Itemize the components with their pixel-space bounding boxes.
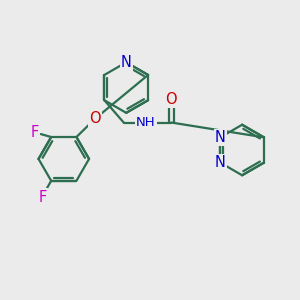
Text: F: F (38, 190, 46, 205)
Text: N: N (215, 155, 226, 170)
Text: O: O (89, 111, 101, 126)
Text: NH: NH (136, 116, 156, 129)
Text: F: F (31, 125, 39, 140)
Text: O: O (165, 92, 177, 107)
Text: N: N (121, 55, 132, 70)
Text: N: N (215, 130, 226, 145)
